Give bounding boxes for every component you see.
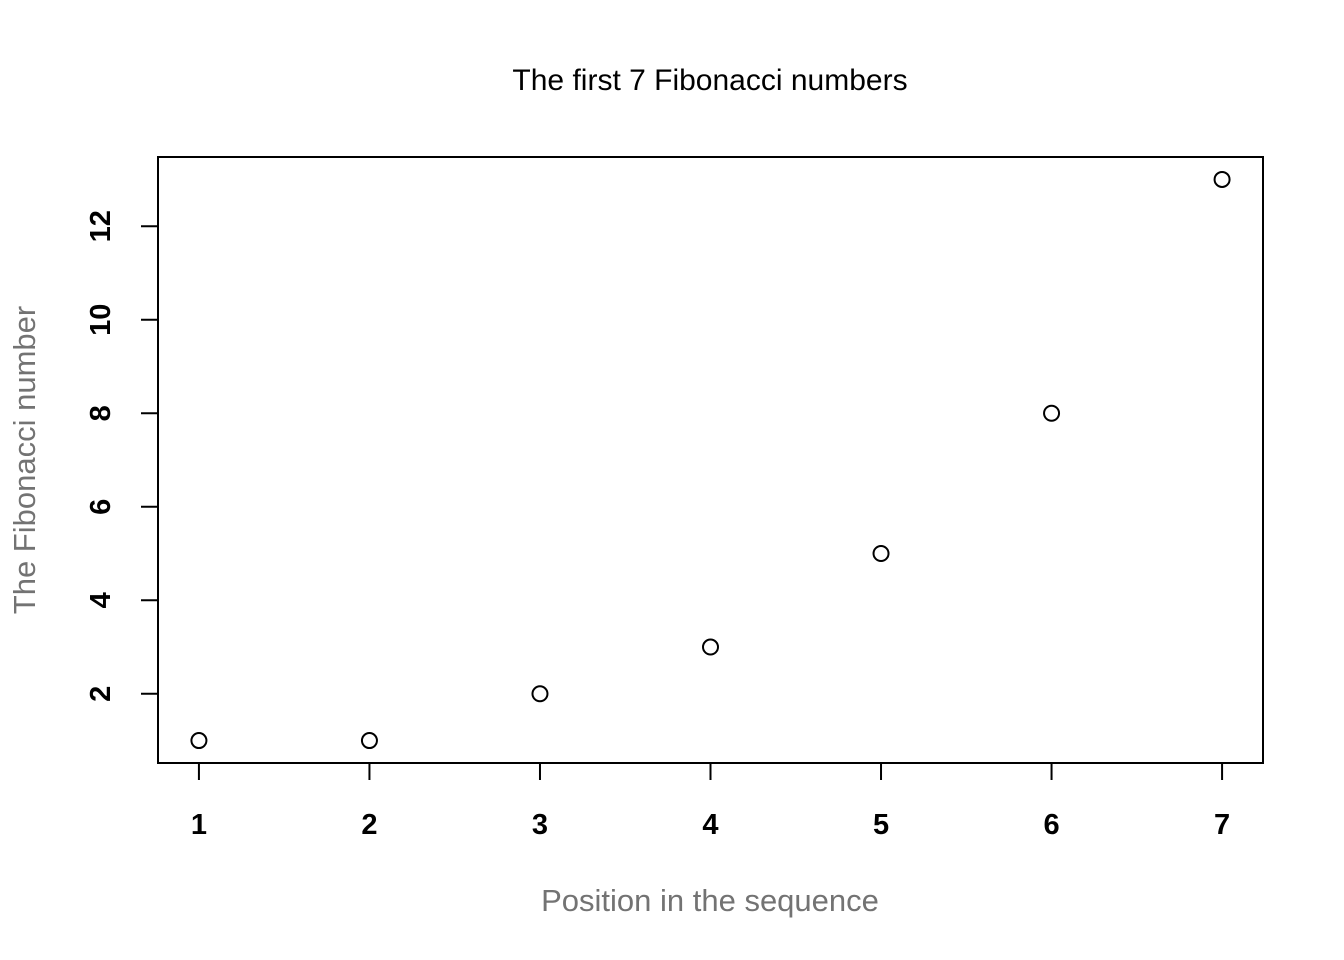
- x-tick-label: 1: [191, 809, 207, 841]
- y-tick-label: 2: [85, 686, 117, 702]
- x-tick-label: 5: [873, 809, 889, 841]
- x-tick-label: 7: [1214, 809, 1230, 841]
- data-point: [190, 732, 208, 750]
- data-point: [1213, 170, 1231, 188]
- y-tick-label: 8: [85, 405, 117, 421]
- data-point: [702, 638, 719, 656]
- data-point: [872, 545, 890, 563]
- y-tick-label: 12: [85, 210, 117, 242]
- y-tick-label: 6: [85, 499, 117, 515]
- y-axis-label: The Fibonacci number: [7, 306, 42, 614]
- x-tick-label: 4: [702, 809, 718, 841]
- y-tick-label: 4: [85, 592, 117, 608]
- data-point: [360, 732, 378, 750]
- data-point: [1043, 404, 1061, 422]
- x-tick-label: 3: [532, 809, 548, 841]
- x-tick-label: 2: [361, 809, 377, 841]
- y-tick-label: 10: [85, 304, 117, 336]
- plot-frame: [157, 156, 1264, 764]
- y-axis: 2 4 6 8 10 12: [85, 210, 158, 702]
- x-tick-label: 6: [1043, 809, 1059, 841]
- data-points: [190, 170, 1231, 750]
- x-axis: 1 2 3 4 5 6 7: [191, 763, 1230, 841]
- chart-title: The first 7 Fibonacci numbers: [512, 64, 907, 97]
- x-axis-label: Position in the sequence: [541, 883, 879, 918]
- data-point: [531, 685, 549, 703]
